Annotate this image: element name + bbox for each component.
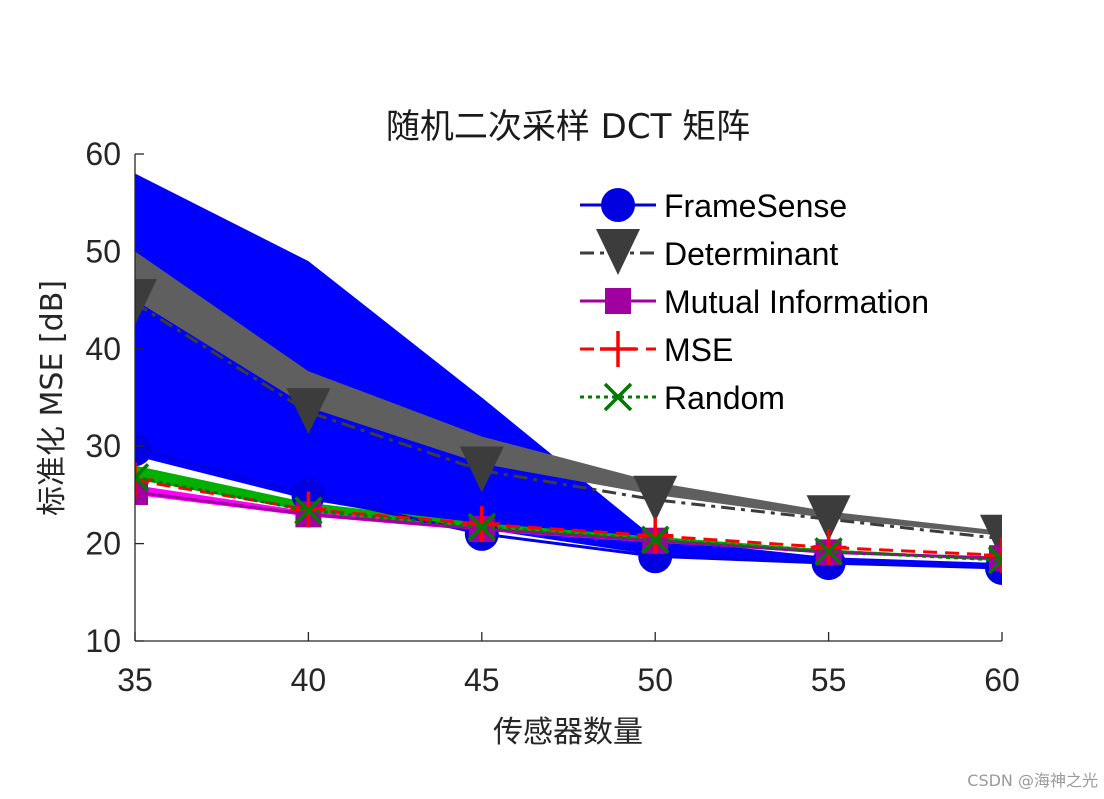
data-point-mse [984, 537, 1002, 574]
legend-label: MSE [664, 332, 733, 368]
confidence-band-framesense [135, 173, 1002, 568]
y-axis-ticks: 10 20 30 40 50 60 [85, 136, 144, 659]
legend-label: FrameSense [664, 188, 847, 224]
legend: FrameSense Determinant Mutual Information M… [580, 188, 929, 416]
y-tick-label: 50 [85, 233, 121, 269]
x-axis-label: 传感器数量 [493, 715, 643, 750]
data-point-mse [637, 517, 674, 554]
line-random [135, 475, 1002, 562]
line-framesense [135, 447, 1002, 570]
legend-item-framesense: FrameSense [580, 188, 847, 224]
data-point-determinant [459, 446, 504, 493]
data-point-mse [810, 529, 847, 566]
x-tick-label: 45 [464, 662, 500, 698]
x-tick-label: 50 [637, 662, 673, 698]
axes: 35 40 45 50 55 60 10 20 30 40 50 60 [85, 136, 1019, 698]
legend-item-random: Random [580, 380, 785, 416]
watermark: CSDN @海神之光 [967, 771, 1098, 790]
data-point-determinant [135, 279, 157, 326]
data-point-mse [463, 506, 500, 543]
line-mutual-information [135, 490, 1002, 560]
line-mse [135, 478, 1002, 557]
series-random [135, 463, 1002, 575]
legend-marker-icon [600, 331, 636, 367]
legend-label: Mutual Information [664, 284, 929, 320]
data-point-random [294, 496, 323, 525]
y-tick-label: 10 [85, 623, 121, 659]
data-point-random [135, 463, 150, 492]
x-tick-label: 55 [811, 662, 847, 698]
plot-area [135, 173, 1002, 585]
data-point-determinant [806, 495, 851, 542]
y-tick-label: 40 [85, 331, 121, 367]
legend-marker-icon [603, 382, 633, 412]
data-point-determinant [286, 388, 331, 435]
data-point-framesense [135, 432, 152, 467]
legend-label: Determinant [664, 236, 838, 272]
y-tick-label: 20 [85, 526, 121, 562]
data-point-random [640, 525, 670, 554]
legend-label: Random [664, 380, 785, 416]
legend-item-mutual-information: Mutual Information [580, 284, 929, 320]
x-tick-label: 40 [291, 662, 327, 698]
line-determinant [135, 301, 1002, 541]
x-tick-label: 35 [117, 662, 153, 698]
data-point-random [987, 545, 1002, 575]
x-tick-label: 60 [984, 662, 1020, 698]
chart-title: 随机二次采样 DCT 矩阵 [386, 107, 750, 147]
legend-marker-icon [601, 188, 635, 222]
legend-item-determinant: Determinant [580, 229, 838, 275]
y-tick-label: 60 [85, 136, 121, 172]
legend-item-mse: MSE [580, 331, 733, 368]
y-axis-label: 标准化 MSE [dB] [35, 280, 70, 516]
data-point-determinant [633, 475, 678, 522]
series-determinant [135, 279, 1002, 561]
x-axis-ticks: 35 40 45 50 55 60 [117, 632, 1020, 698]
data-point-random [814, 537, 843, 566]
data-point-mse [135, 462, 153, 499]
y-tick-label: 30 [85, 428, 121, 464]
legend-marker-icon [605, 288, 631, 314]
legend-marker-icon [596, 229, 640, 275]
data-point-random [467, 512, 497, 542]
